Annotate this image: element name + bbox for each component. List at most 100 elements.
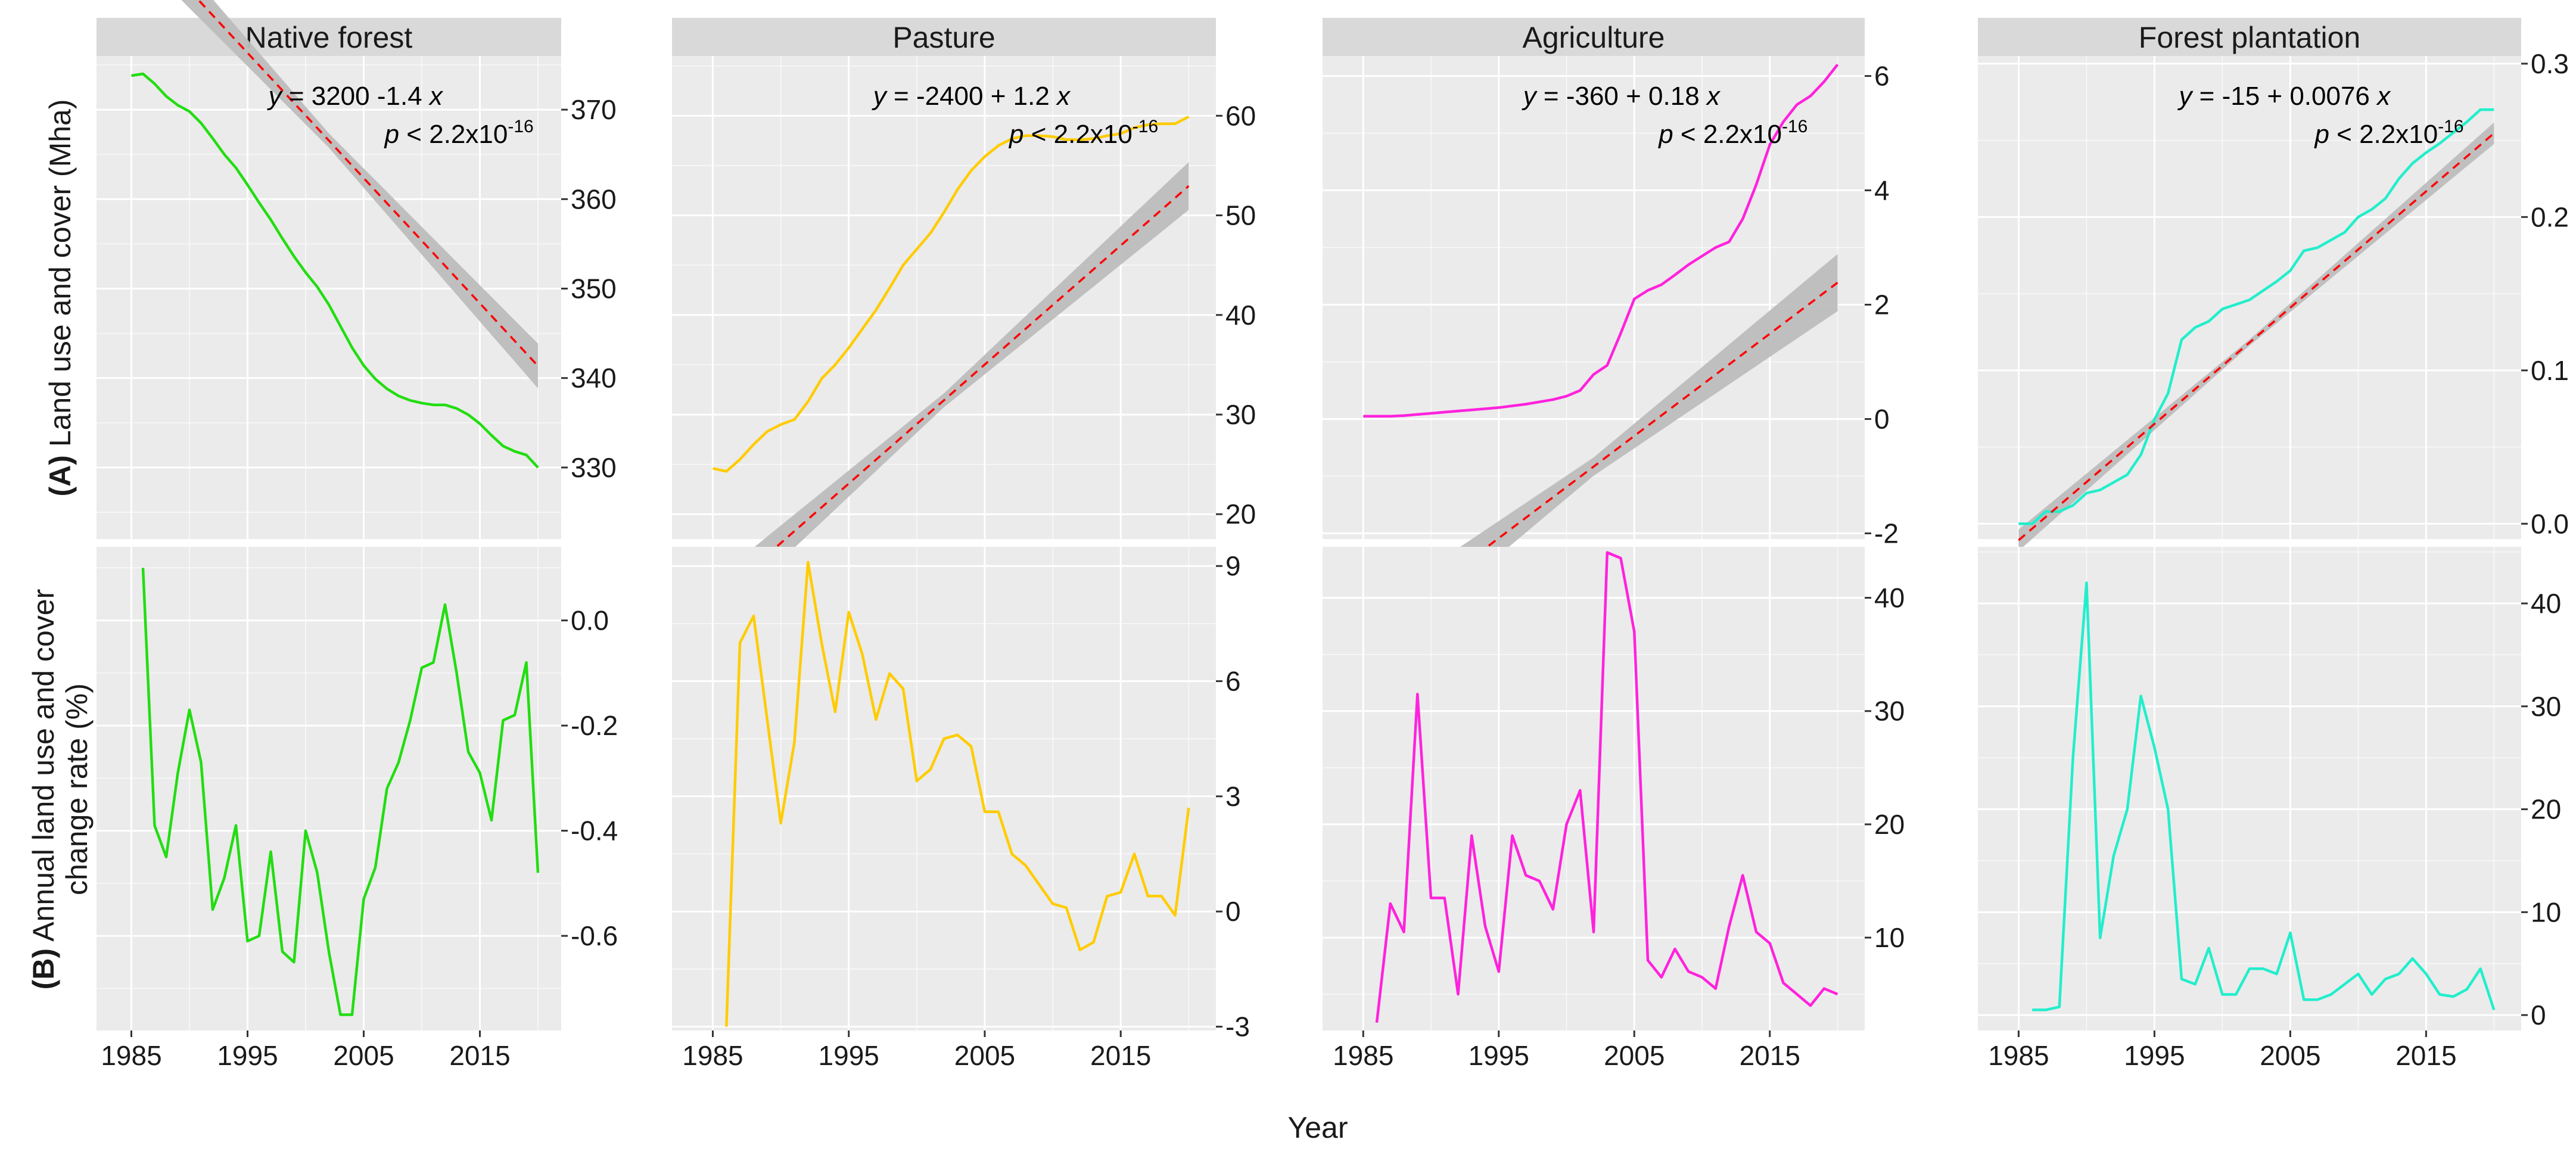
y-tick-label: 0.0: [571, 605, 609, 636]
facet-title-0: Native forest: [245, 21, 413, 54]
y-tick-label: -0.4: [571, 815, 618, 846]
y-tick-label: 9: [1225, 550, 1241, 581]
y-tick-label: -0.2: [571, 710, 618, 741]
series-line-rate-2: [1375, 551, 1838, 1023]
y-tick-label: 4: [1874, 175, 1890, 206]
series-line-rate-0: [141, 568, 540, 1016]
y-tick-label: 370: [571, 94, 617, 125]
row-b-tag: (B): [27, 948, 60, 989]
y-tick-label: 6: [1225, 666, 1241, 697]
y-tick-label: 3: [1225, 781, 1241, 812]
svg-text:(B) Annual land use and cover: (B) Annual land use and cover: [27, 589, 60, 990]
row-a-label: (A) Land use and cover (Mha): [43, 99, 77, 497]
y-tick-label: 20: [1225, 499, 1256, 530]
series-line-rate-1: [725, 561, 1190, 1027]
facet-3: Forest plantation 0.0 0.1 0.2 0.3 y = -15 + 0…: [1978, 18, 2569, 1071]
y-tick-label: 20: [2531, 794, 2561, 825]
y-tick-label: -2: [1874, 518, 1899, 549]
x-tick-label: 1995: [2124, 1040, 2185, 1071]
row-b-title-line2: change rate (%): [60, 683, 94, 895]
row-a-tag: (A): [43, 455, 77, 496]
facet-2: Agriculture -2 0 2 4 6 y = -360 + 0.18 x p < 2.…: [1323, 18, 1905, 1071]
y-tick-label: 0.1: [2531, 355, 2569, 386]
p-value-2: p < 2.2x10-16: [1657, 117, 1807, 149]
y-tick-label: 10: [2531, 896, 2561, 927]
p-value-0: p < 2.2x10-16: [384, 117, 534, 149]
series-line-area-2: [1363, 64, 1839, 418]
series-line-area-1: [713, 115, 1190, 473]
facet-title-1: Pasture: [892, 21, 995, 54]
x-tick-label: 2015: [449, 1040, 510, 1071]
y-tick-label: 30: [1225, 399, 1256, 430]
y-tick-label: 20: [1874, 809, 1905, 840]
y-tick-label: -3: [1225, 1011, 1250, 1042]
y-tick-label: 0.0: [2531, 508, 2569, 539]
y-tick-label: 30: [1874, 696, 1905, 727]
x-tick-label: 1985: [101, 1040, 161, 1071]
y-tick-label: 40: [1874, 583, 1905, 614]
y-tick-label: -0.6: [571, 920, 618, 951]
row-b-title-line1: Annual land use and cover: [27, 589, 60, 942]
x-tick-label: 1985: [682, 1040, 743, 1071]
facet-strip-1: [672, 18, 1216, 56]
y-tick-label: 40: [2531, 588, 2561, 619]
y-tick-label: 6: [1874, 61, 1890, 92]
series-line-rate-3: [2032, 581, 2496, 1011]
panel-bg-area-1: [672, 56, 1216, 539]
confidence-band-area-3: [2018, 122, 2494, 551]
series-line-area-3: [2018, 108, 2494, 525]
x-tick-label: 2015: [1740, 1040, 1800, 1071]
x-tick-label: 1985: [1333, 1040, 1393, 1071]
panel-bg-rate-2: [1323, 547, 1865, 1031]
x-tick-label: 1985: [1988, 1040, 2049, 1071]
p-value-3: p < 2.2x10-16: [2313, 117, 2463, 149]
y-tick-label: 0: [1225, 896, 1241, 927]
equation-2: y = -360 + 0.18 x: [1522, 82, 1721, 111]
facet-title-3: Forest plantation: [2139, 21, 2360, 54]
y-tick-label: 0.2: [2531, 201, 2569, 232]
y-tick-label: 2: [1874, 289, 1890, 320]
x-tick-label: 1995: [819, 1040, 879, 1071]
facet-strip-3: [1978, 18, 2521, 56]
y-tick-label: 40: [1225, 300, 1256, 331]
regression-line-area-1: [712, 185, 1190, 603]
x-axis-title: Year: [1287, 1111, 1348, 1144]
panel-bg-area-3: [1978, 56, 2521, 539]
x-tick-label: 2015: [1090, 1040, 1151, 1071]
y-tick-label: 10: [1874, 922, 1905, 953]
facet-strip-2: [1323, 18, 1865, 56]
y-tick-label: 340: [571, 363, 617, 394]
facet-title-2: Agriculture: [1523, 21, 1665, 54]
series-line-area-0: [131, 72, 539, 469]
x-tick-label: 2005: [1604, 1040, 1665, 1071]
equation-0: y = 3200 -1.4 x: [267, 82, 444, 111]
row-b-label: (B) Annual land use and cover change rat…: [27, 589, 94, 990]
y-tick-label: 350: [571, 273, 617, 304]
facet-strip-0: [97, 18, 561, 56]
x-tick-label: 2005: [333, 1040, 394, 1071]
x-tick-label: 2015: [2395, 1040, 2456, 1071]
p-value-1: p < 2.2x10-16: [1008, 117, 1158, 149]
equation-1: y = -2400 + 1.2 x: [872, 82, 1071, 111]
y-tick-label: 330: [571, 452, 617, 483]
y-tick-label: 0.3: [2531, 48, 2569, 79]
x-tick-label: 2005: [2260, 1040, 2320, 1071]
x-tick-label: 1995: [1469, 1040, 1529, 1071]
svg-text:(A) Land use and cover (Mha): (A) Land use and cover (Mha): [43, 99, 77, 497]
panel-bg-rate-1: [672, 547, 1216, 1031]
equation-3: y = -15 + 0.0076 x: [2177, 82, 2391, 111]
y-tick-label: 0: [2531, 1000, 2546, 1031]
x-tick-label: 2005: [954, 1040, 1015, 1071]
y-tick-label: 50: [1225, 200, 1256, 231]
regression-line-area-3: [2018, 132, 2495, 541]
y-tick-label: 0: [1874, 403, 1890, 434]
facet-0: Native forest 330 340 350 360 370 y = 3200 -1.…: [97, 0, 618, 1071]
x-tick-label: 1995: [217, 1040, 278, 1071]
y-tick-label: 360: [571, 183, 617, 214]
y-tick-label: 60: [1225, 100, 1256, 131]
panel-bg-rate-3: [1978, 547, 2521, 1031]
row-a-title: Land use and cover (Mha): [43, 99, 77, 447]
